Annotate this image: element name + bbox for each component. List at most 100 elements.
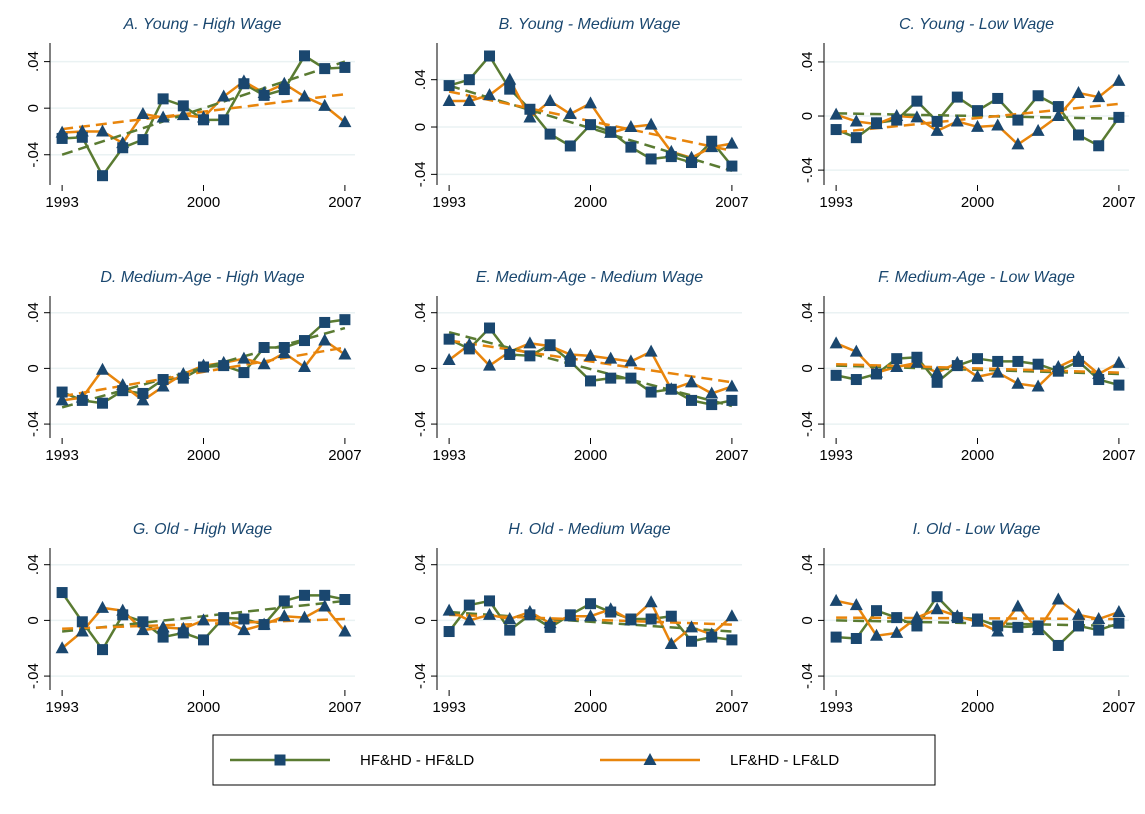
marker-triangle — [176, 108, 190, 121]
marker-triangle — [870, 628, 884, 641]
marker-triangle — [298, 360, 312, 372]
marker-triangle — [237, 351, 251, 364]
y-tick-label: .04 — [25, 302, 42, 323]
marker-triangle — [55, 393, 69, 406]
marker-triangle — [971, 119, 985, 132]
marker-triangle — [584, 96, 598, 109]
marker-square — [524, 103, 536, 115]
marker-triangle — [197, 358, 211, 371]
x-tick-label: 2000 — [574, 447, 607, 464]
marker-square — [524, 350, 536, 362]
marker-triangle — [685, 375, 699, 388]
marker-triangle — [298, 610, 312, 623]
marker-triangle — [725, 136, 739, 149]
marker-square — [665, 610, 677, 622]
marker-triangle — [849, 344, 863, 357]
marker-triangle — [930, 365, 944, 378]
marker-triangle — [644, 117, 658, 130]
marker-square — [97, 170, 109, 182]
marker-triangle — [503, 612, 517, 624]
marker-square — [564, 140, 576, 152]
marker-square — [117, 385, 129, 397]
marker-triangle — [136, 107, 150, 119]
marker-triangle — [604, 125, 618, 138]
marker-square — [1073, 620, 1085, 632]
marker-square — [972, 353, 984, 365]
marker-triangle — [910, 610, 924, 623]
marker-triangle — [462, 337, 476, 350]
marker-square — [931, 591, 943, 603]
marker-square — [850, 632, 862, 644]
marker-triangle — [1011, 599, 1025, 612]
marker-triangle — [503, 344, 517, 357]
marker-triangle — [217, 355, 231, 368]
marker-square — [463, 599, 475, 611]
y-tick-label: -.04 — [799, 157, 816, 183]
marker-triangle — [950, 609, 964, 622]
marker-square — [544, 128, 556, 140]
marker-triangle — [829, 336, 843, 349]
marker-triangle — [338, 115, 352, 128]
marker-square — [339, 61, 351, 73]
marker-triangle — [116, 136, 130, 149]
legend-box — [212, 734, 936, 786]
marker-triangle — [338, 624, 352, 637]
marker-triangle — [462, 93, 476, 106]
trend-line — [449, 610, 732, 633]
marker-triangle — [277, 76, 291, 89]
marker-square — [137, 134, 149, 146]
marker-triangle — [257, 86, 271, 99]
marker-square — [686, 635, 698, 647]
marker-square — [319, 316, 331, 328]
marker-triangle — [849, 114, 863, 127]
marker-square — [931, 376, 943, 388]
marker-square — [564, 355, 576, 367]
y-tick-label: .04 — [25, 554, 42, 575]
marker-triangle — [624, 613, 638, 626]
x-tick-label: 2000 — [961, 699, 994, 716]
marker-triangle — [176, 366, 190, 379]
marker-square — [504, 624, 516, 636]
marker-triangle — [910, 110, 924, 123]
marker-triangle — [950, 114, 964, 127]
marker-square — [585, 119, 597, 131]
marker-triangle — [685, 150, 699, 163]
x-tick-label: 2007 — [328, 194, 361, 211]
trend-line — [448, 84, 733, 172]
marker-square — [1073, 129, 1085, 141]
marker-triangle — [870, 365, 884, 378]
marker-triangle — [829, 593, 843, 606]
x-tick-label: 2000 — [574, 699, 607, 716]
marker-triangle — [950, 355, 964, 368]
marker-triangle — [604, 351, 618, 364]
marker-triangle — [829, 107, 843, 120]
x-tick-label: 2000 — [187, 699, 220, 716]
marker-triangle — [870, 117, 884, 130]
trend-line — [448, 330, 733, 408]
marker-triangle — [55, 641, 69, 654]
marker-triangle — [584, 348, 598, 361]
y-tick-label: -.04 — [412, 663, 429, 689]
marker-triangle — [277, 609, 291, 622]
marker-square — [443, 626, 455, 638]
panel-title: E. Medium-Age - Medium Wage — [476, 269, 703, 286]
marker-triangle — [1011, 137, 1025, 150]
marker-triangle — [298, 89, 312, 102]
marker-square — [299, 335, 311, 347]
x-tick-label: 2007 — [715, 194, 748, 211]
marker-triangle — [849, 598, 863, 611]
marker-triangle — [1092, 90, 1106, 103]
marker-square — [1113, 617, 1125, 629]
marker-square — [299, 50, 311, 62]
marker-square — [625, 372, 637, 384]
trend-line — [448, 339, 733, 384]
marker-square — [484, 322, 496, 334]
marker-square — [177, 100, 189, 112]
marker-triangle — [705, 140, 719, 153]
marker-triangle — [318, 333, 332, 346]
marker-square — [56, 587, 68, 599]
marker-triangle — [277, 346, 291, 359]
marker-square — [218, 114, 230, 126]
marker-triangle — [1011, 376, 1025, 389]
y-tick-label: -.04 — [412, 161, 429, 187]
